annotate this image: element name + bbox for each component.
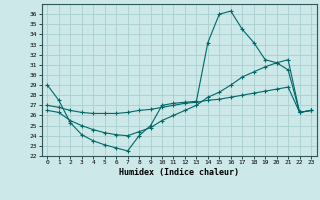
X-axis label: Humidex (Indice chaleur): Humidex (Indice chaleur) (119, 168, 239, 177)
